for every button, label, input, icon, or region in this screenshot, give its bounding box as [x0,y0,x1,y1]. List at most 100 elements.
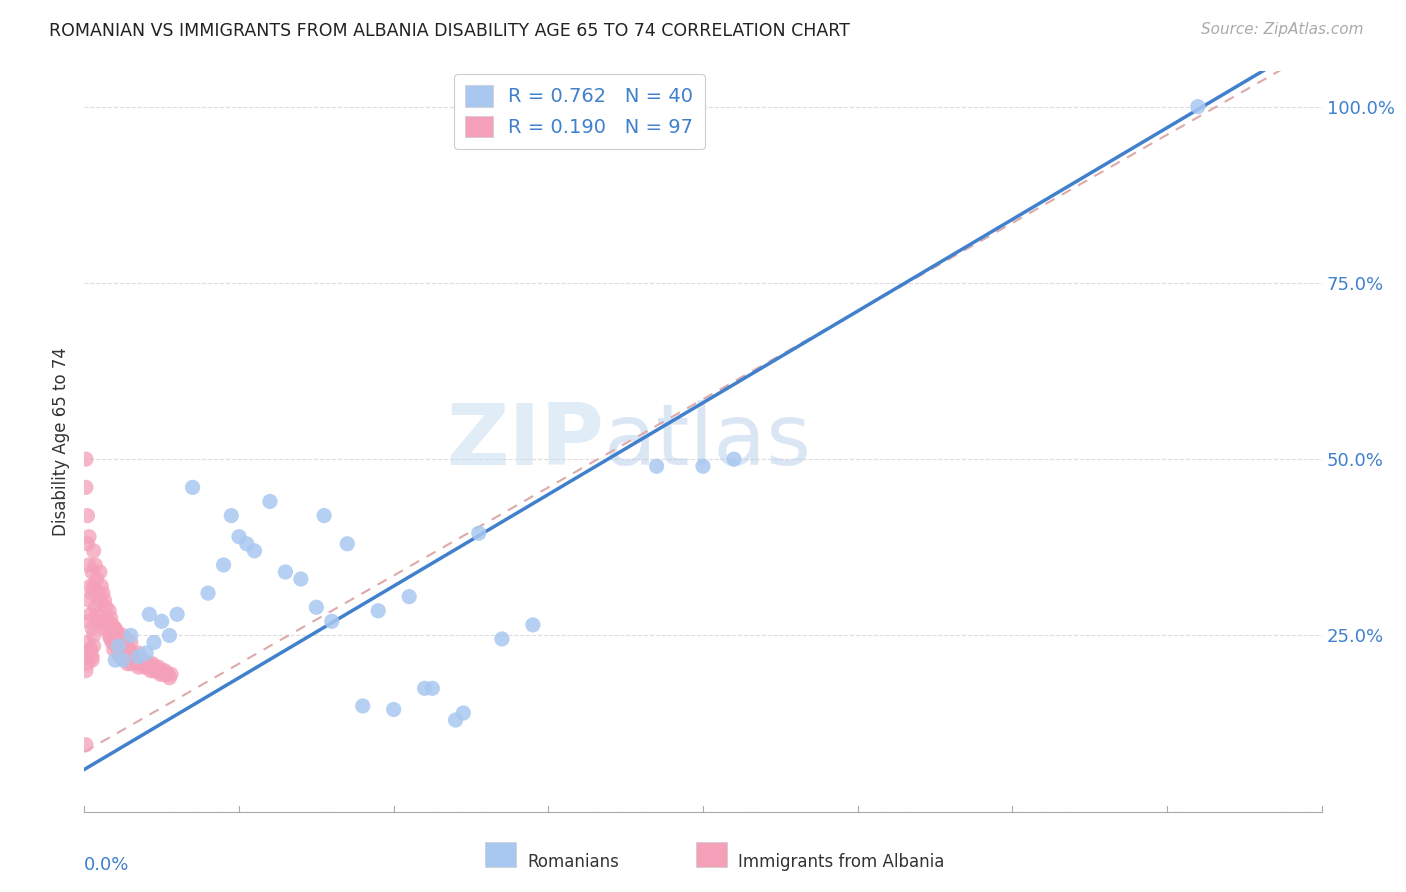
Point [83,544,105,558]
Point [82,565,104,579]
Point [159,671,180,685]
Point [79,642,101,657]
Point [115,632,138,646]
Point [84,558,107,572]
Point [145,660,167,674]
Point [160,667,183,681]
Point [274,565,297,579]
Point [131,657,153,671]
Point [108,649,131,664]
Point [89,565,111,579]
Point [143,664,166,678]
Point [75,452,97,467]
Point [141,657,163,671]
Point [150,664,173,678]
Point [321,615,343,629]
Point [1187,100,1209,114]
Point [453,706,475,720]
Point [723,452,745,467]
Point [100,632,122,646]
Point [75,664,97,678]
Point [89,593,111,607]
Point [138,657,160,671]
Point [107,639,129,653]
Point [146,664,169,678]
Point [367,604,389,618]
Point [93,593,115,607]
Text: ZIP: ZIP [446,400,605,483]
Point [120,657,142,671]
Point [77,649,100,664]
Point [82,649,104,664]
Point [96,615,118,629]
Point [83,639,105,653]
Point [93,621,115,635]
Point [98,628,121,642]
Point [100,611,122,625]
Point [87,615,110,629]
Text: ROMANIAN VS IMMIGRANTS FROM ALBANIA DISABILITY AGE 65 TO 74 CORRELATION CHART: ROMANIAN VS IMMIGRANTS FROM ALBANIA DISA… [49,22,851,40]
Point [148,660,170,674]
Point [125,657,148,671]
Point [149,667,172,681]
Point [124,649,146,664]
Point [91,586,114,600]
Point [118,642,141,657]
Point [83,579,105,593]
Point [398,590,420,604]
Point [77,615,100,629]
Point [98,604,121,618]
Point [117,639,139,653]
Point [103,621,125,635]
Point [143,635,166,649]
Point [138,607,160,622]
Point [156,667,179,681]
Point [79,642,101,657]
Point [110,635,132,649]
Point [82,586,104,600]
Point [112,628,135,642]
Point [243,544,266,558]
Point [135,657,157,671]
Point [290,572,312,586]
Point [136,660,159,674]
Point [305,600,328,615]
Point [121,646,143,660]
Point [77,558,100,572]
Point [101,618,124,632]
Point [87,586,110,600]
Point [82,621,104,635]
Text: Romanians: Romanians [527,853,619,871]
Point [76,537,98,551]
Point [112,653,135,667]
Point [422,681,444,696]
Point [82,653,104,667]
Text: atlas: atlas [605,400,813,483]
Point [645,459,668,474]
Point [150,615,173,629]
Point [112,649,135,664]
Point [103,642,125,657]
Point [75,480,97,494]
Point [83,628,105,642]
Point [90,579,112,593]
Point [382,702,405,716]
Point [352,698,374,713]
Point [444,713,467,727]
Point [94,600,117,615]
Text: Source: ZipAtlas.com: Source: ZipAtlas.com [1201,22,1364,37]
Point [117,657,139,671]
Point [79,579,101,593]
Point [692,459,714,474]
Point [336,537,359,551]
Point [135,646,157,660]
Point [77,530,100,544]
Point [104,621,127,635]
Point [79,607,101,622]
Point [166,607,188,622]
Point [212,558,235,572]
Point [228,530,250,544]
Point [84,600,107,615]
Point [132,653,155,667]
Point [467,526,491,541]
